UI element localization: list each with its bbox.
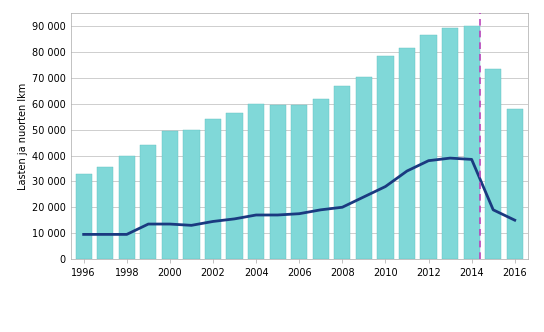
Bar	[205, 119, 221, 259]
Bar	[463, 26, 480, 259]
Bar	[226, 113, 243, 259]
Bar	[356, 77, 372, 259]
Bar	[399, 48, 415, 259]
Bar	[334, 86, 350, 259]
Bar	[76, 174, 92, 259]
Bar	[119, 155, 135, 259]
Bar	[183, 130, 200, 259]
Bar	[506, 110, 523, 259]
Bar	[162, 131, 178, 259]
Bar	[421, 35, 437, 259]
Bar	[140, 145, 157, 259]
Bar	[378, 56, 393, 259]
Y-axis label: Lasten ja nuorten lkm: Lasten ja nuorten lkm	[18, 82, 28, 190]
Bar	[97, 167, 113, 259]
Bar	[270, 105, 286, 259]
Bar	[485, 69, 501, 259]
Bar	[248, 104, 264, 259]
Bar	[313, 99, 329, 259]
Bar	[291, 105, 307, 259]
Bar	[442, 28, 458, 259]
